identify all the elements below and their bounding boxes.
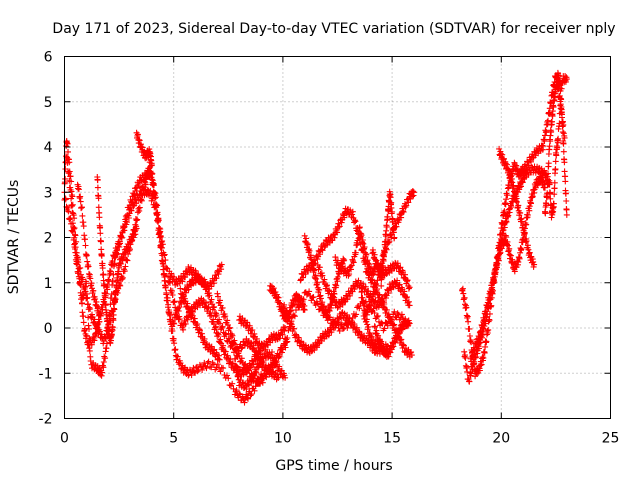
x-tick-label: 10	[274, 431, 292, 447]
y-tick-label: 4	[44, 140, 53, 156]
y-tick-label: -2	[39, 412, 53, 428]
x-tick-label: 0	[60, 431, 69, 447]
x-tick-label: 15	[383, 431, 401, 447]
axis-ticks	[64, 56, 611, 419]
x-tick-label: 5	[169, 431, 178, 447]
x-tick-label: 20	[492, 431, 510, 447]
chart-title: Day 171 of 2023, Sidereal Day-to-day VTE…	[52, 21, 615, 37]
x-tick-label: 25	[602, 431, 620, 447]
y-tick-label: 0	[44, 321, 53, 337]
x-axis-label: GPS time / hours	[275, 458, 392, 474]
series-sdtvar-markers	[61, 69, 570, 406]
y-tick-label: 1	[44, 276, 53, 292]
y-tick-label: 3	[44, 185, 53, 201]
data-points	[61, 69, 570, 406]
y-tick-label: -1	[39, 366, 53, 382]
y-tick-label: 2	[44, 231, 53, 247]
y-axis-label: SDTVAR / TECUs	[6, 180, 22, 295]
tick-labels: 0 5 10 15 20 25 -2 -1 0 1 2 3 4 5 6	[39, 50, 620, 447]
y-tick-label: 5	[44, 95, 53, 111]
grid	[64, 56, 611, 419]
y-tick-label: 6	[44, 50, 53, 66]
